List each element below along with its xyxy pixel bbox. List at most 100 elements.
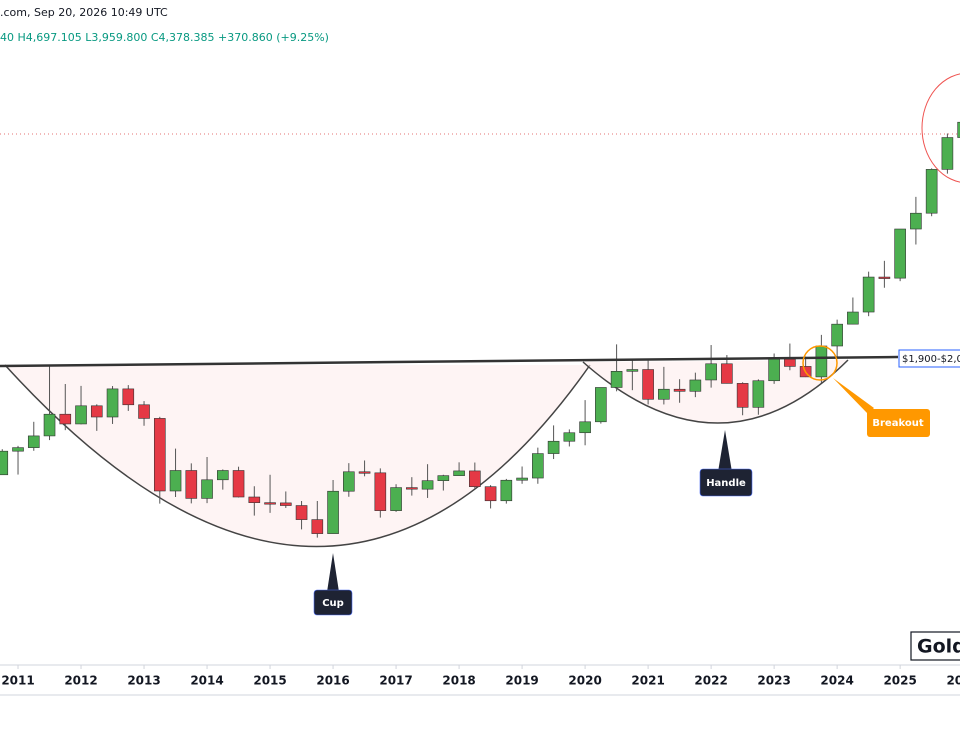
candle-body	[673, 388, 686, 392]
x-tick-label: 2011	[1, 674, 34, 688]
candle-body	[721, 363, 733, 384]
candle-body	[500, 479, 513, 502]
candle-body	[705, 363, 717, 381]
x-tick-label: 2025	[883, 674, 916, 688]
x-tick-label: 2018	[442, 674, 475, 688]
candle-body	[264, 502, 276, 505]
candle-body	[343, 471, 355, 492]
x-tick-label: 2024	[820, 674, 853, 688]
candle-body	[358, 471, 371, 474]
handle-pointer	[718, 430, 732, 472]
candle-body	[516, 477, 528, 481]
candle-body	[216, 470, 229, 481]
candle-body	[862, 276, 875, 313]
candle-body	[957, 121, 960, 138]
candle-body	[768, 358, 780, 382]
x-axis: 2011 2012 2013 2014 2015 2016 2017 2018 2019 2020…	[1, 665, 960, 688]
candle-body	[374, 472, 387, 511]
candle-body	[784, 358, 796, 367]
candle-body	[642, 369, 654, 400]
breakout-pointer	[833, 378, 874, 414]
x-tick-label: 2019	[505, 674, 538, 688]
candle-body	[894, 228, 906, 279]
candle-body	[547, 440, 560, 454]
highlight-ellipse	[921, 73, 960, 183]
resistance-line	[0, 355, 899, 368]
candle-body	[406, 487, 418, 490]
candle-body	[579, 421, 591, 434]
candle-body	[185, 470, 198, 499]
x-tick-label: 2015	[253, 674, 286, 688]
candle-body	[910, 212, 922, 230]
candle-body	[437, 475, 450, 481]
candle-body	[12, 447, 24, 452]
breakout-label: Breakout	[872, 418, 923, 429]
candle-body	[153, 418, 166, 492]
candle-body	[138, 404, 150, 419]
candle-body	[925, 169, 938, 214]
x-tick-label: 2020	[568, 674, 601, 688]
cup-fill	[5, 365, 590, 547]
candle-body	[59, 413, 72, 425]
candle-body	[595, 387, 607, 423]
candle-body	[280, 502, 292, 506]
candle-body	[0, 450, 9, 476]
candle-body	[831, 323, 843, 347]
candle-body	[201, 479, 213, 499]
candle-body	[469, 470, 481, 487]
candle-body	[689, 379, 702, 392]
candle-body	[736, 383, 749, 408]
x-tick-label: 2017	[379, 674, 412, 688]
candle-body	[752, 380, 765, 408]
candle-body	[169, 470, 182, 492]
cup-pointer	[327, 553, 339, 592]
resistance-box	[898, 349, 960, 368]
candle-body	[311, 519, 324, 534]
candle-body	[390, 487, 402, 511]
candle-body	[453, 470, 465, 476]
breakout-circle	[802, 345, 838, 381]
candle-body	[421, 480, 434, 490]
candle-body	[532, 453, 544, 479]
x-tick-label: 2022	[694, 674, 727, 688]
x-tick-label: 2014	[190, 674, 223, 688]
candle-body	[610, 371, 623, 388]
candle-body	[878, 276, 891, 279]
candle-body	[106, 388, 119, 418]
handle-tag	[699, 468, 753, 497]
candle-body	[122, 388, 135, 406]
candle-body	[327, 490, 339, 534]
candle-body	[484, 486, 497, 502]
header-title: .com, Sep 20, 2026 10:49 UTC	[0, 6, 168, 19]
candle-body	[626, 369, 639, 372]
cup-tag	[313, 589, 353, 616]
candle-body	[90, 405, 103, 418]
candle-body	[75, 405, 87, 425]
candle-body	[847, 311, 859, 325]
handle-curve	[582, 359, 849, 424]
candle-body	[27, 435, 40, 448]
resistance-label: $1,900-$2,000	[902, 354, 960, 365]
candle-body	[248, 496, 261, 503]
x-tick-label: 2012	[64, 674, 97, 688]
candles	[0, 121, 960, 538]
candle-body	[563, 432, 576, 442]
x-tick-label: 2013	[127, 674, 160, 688]
candle-body	[658, 388, 670, 400]
cup-curve	[4, 364, 591, 548]
header-ohlc: 40 H4,697.105 L3,959.800 C4,378.385 +370…	[0, 31, 329, 44]
candle-body	[295, 505, 308, 520]
handle-label: Handle	[706, 478, 746, 489]
x-tick-label: 2021	[631, 674, 664, 688]
candle-body	[232, 470, 245, 498]
cup-label: Cup	[322, 598, 344, 609]
candle-body	[815, 345, 828, 378]
candle-body	[43, 413, 56, 437]
candle-body	[941, 137, 954, 170]
watermark: Gold	[917, 636, 960, 658]
x-tick-label: 2016	[316, 674, 349, 688]
x-tick-label: 2023	[757, 674, 790, 688]
breakout-tag	[867, 409, 930, 437]
